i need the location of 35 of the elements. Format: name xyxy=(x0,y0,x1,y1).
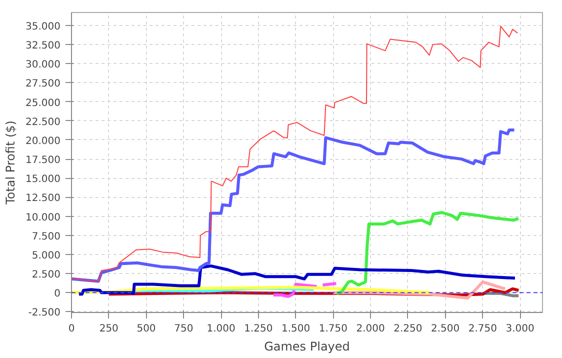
y-tick-label: 35.000 xyxy=(26,21,61,32)
x-tick-label: 1.500 xyxy=(281,324,310,334)
y-tick-label: 15.000 xyxy=(26,174,61,186)
x-tick-label: 750 xyxy=(174,324,194,334)
y-tick-label: 12.500 xyxy=(26,193,61,204)
y-tick-label: -2.500 xyxy=(28,308,61,319)
y-tick-label: 20.000 xyxy=(26,136,61,147)
y-tick-label: 7.500 xyxy=(32,231,61,242)
x-tick-label: 1.000 xyxy=(206,324,236,334)
line-series xyxy=(77,264,516,296)
x-tick-label: 2.250 xyxy=(394,324,422,334)
y-tick-label: 17.500 xyxy=(26,155,61,166)
x-tick-label: 500 xyxy=(136,324,156,334)
line-series xyxy=(335,211,520,295)
y-tick-label: 25.000 xyxy=(26,98,61,109)
y-tick-label: 2.500 xyxy=(32,270,61,281)
y-tick-label: 27.500 xyxy=(26,78,61,90)
y-tick-label: 10.000 xyxy=(26,212,61,224)
y-axis-title: Total Profit ($) xyxy=(4,120,18,206)
x-axis-title: Games Played xyxy=(264,340,350,354)
x-tick-label: 2.750 xyxy=(468,324,498,334)
x-tick-label: 1.750 xyxy=(318,324,348,334)
y-tick-label: 22.500 xyxy=(26,116,61,128)
y-tick-label: 32.500 xyxy=(26,40,61,52)
y-tick-label: 5.000 xyxy=(32,250,61,262)
y-tick-label: 30.000 xyxy=(26,60,61,71)
x-tick-label: 0 xyxy=(68,324,75,334)
x-tick-label: 2.000 xyxy=(356,324,385,334)
x-tick-label: 250 xyxy=(99,324,118,334)
x-tick-label: 1.250 xyxy=(244,324,273,334)
x-tick-label: 2.500 xyxy=(430,324,460,334)
y-tick-label: 0 xyxy=(54,288,61,300)
line-series xyxy=(72,128,516,283)
line-series xyxy=(72,26,518,282)
x-tick-label: 3.000 xyxy=(506,324,534,334)
